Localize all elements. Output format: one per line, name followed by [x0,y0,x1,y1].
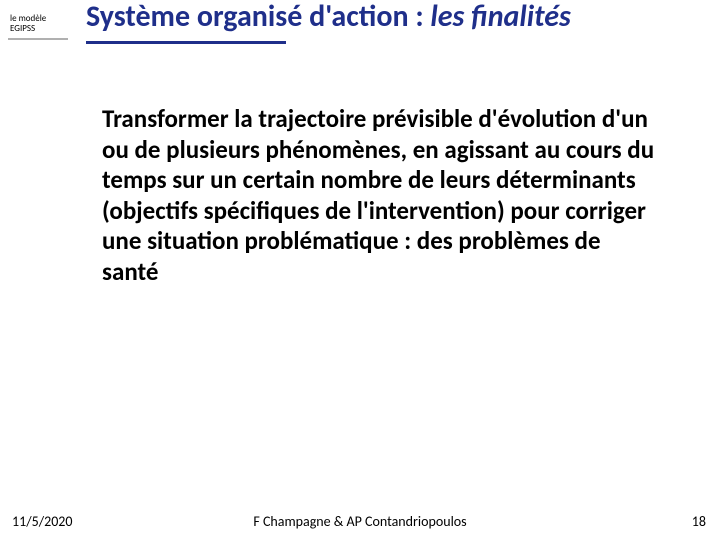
footer-authors: F Champagne & AP Contandriopoulos [0,513,720,530]
sidebar-label: le modèle EGIPSS [10,14,70,34]
slide-title: Système organisé d'action : les finalité… [86,0,686,35]
footer: 11/5/2020 F Champagne & AP Contandriopou… [0,506,720,530]
title-block: Système organisé d'action : les finalité… [86,0,686,44]
title-italic: les finalités [430,0,570,35]
sidebar-rule [8,38,68,40]
footer-page-number: 18 [692,513,706,530]
slide: le modèle EGIPSS Système organisé d'acti… [0,0,720,540]
body-text: Transformer la trajectoire prévisible d'… [102,104,662,287]
sidebar-line2: EGIPSS [10,24,70,34]
title-plain: Système organisé d'action : [86,0,430,35]
title-underline [86,41,286,44]
